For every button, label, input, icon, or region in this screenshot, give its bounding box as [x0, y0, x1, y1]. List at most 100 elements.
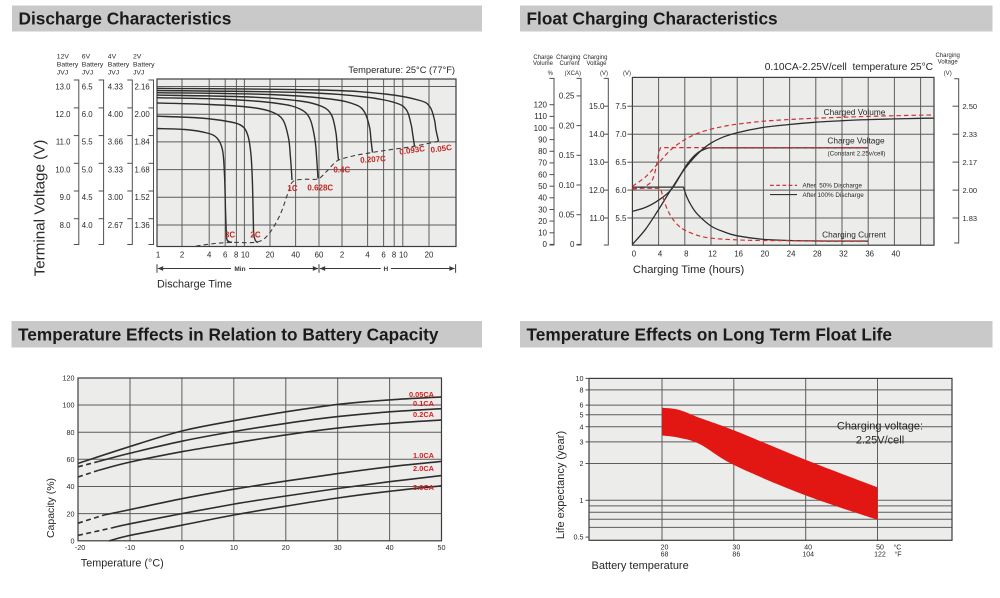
svg-text:0.5: 0.5	[574, 533, 584, 542]
svg-text:Battery: Battery	[133, 62, 155, 69]
svg-text:Charging Current: Charging Current	[822, 229, 886, 239]
svg-text:Life expectancy (year): Life expectancy (year)	[555, 431, 567, 539]
svg-text:0.628C: 0.628C	[307, 183, 333, 192]
svg-text:120: 120	[534, 101, 548, 110]
svg-text:9.0: 9.0	[60, 193, 72, 202]
svg-text:86: 86	[732, 551, 740, 558]
svg-text:50: 50	[438, 543, 446, 552]
svg-text:Volume: Volume	[533, 61, 554, 67]
svg-text:50: 50	[876, 544, 884, 551]
svg-text:2: 2	[340, 250, 344, 259]
svg-text:(V): (V)	[600, 71, 608, 77]
svg-text:90: 90	[538, 135, 547, 144]
svg-text:28: 28	[813, 249, 822, 258]
svg-text:JVJ: JVJ	[57, 69, 68, 76]
svg-text:20: 20	[266, 250, 275, 259]
svg-text:20: 20	[538, 217, 547, 226]
svg-text:1C: 1C	[287, 184, 297, 193]
svg-text:6: 6	[223, 250, 227, 259]
svg-text:2.17: 2.17	[963, 158, 978, 167]
svg-text:0.093C: 0.093C	[399, 144, 426, 157]
svg-text:Charging voltage:: Charging voltage:	[837, 421, 923, 433]
svg-text:Charge Voltage: Charge Voltage	[827, 136, 885, 146]
svg-text:4.0: 4.0	[82, 221, 94, 230]
svg-text:1.84: 1.84	[135, 138, 151, 147]
svg-text:(Constant 2.25v/cell): (Constant 2.25v/cell)	[828, 151, 886, 158]
svg-text:4.00: 4.00	[108, 110, 124, 119]
svg-text:0.15: 0.15	[559, 151, 575, 160]
svg-text:2.25V/cell: 2.25V/cell	[856, 435, 904, 447]
svg-text:Battery: Battery	[82, 62, 104, 69]
svg-text:Current: Current	[559, 61, 579, 67]
svg-text:(XCA): (XCA)	[565, 71, 581, 77]
svg-text:4: 4	[207, 250, 212, 259]
svg-text:10: 10	[576, 374, 584, 383]
svg-text:After 50% Discharge: After 50% Discharge	[803, 183, 863, 190]
svg-text:Voltage: Voltage	[938, 59, 959, 65]
svg-text:14.0: 14.0	[589, 130, 605, 139]
svg-text:6.5: 6.5	[615, 158, 627, 167]
svg-text:0: 0	[570, 240, 575, 249]
svg-text:40: 40	[386, 543, 394, 552]
svg-text:2.0CA: 2.0CA	[413, 464, 435, 473]
svg-text:20: 20	[67, 509, 75, 518]
svg-text:3: 3	[580, 438, 584, 447]
svg-text:1.36: 1.36	[135, 221, 150, 230]
svg-text:80: 80	[67, 428, 75, 437]
svg-text:32: 32	[839, 249, 848, 258]
svg-text:2: 2	[180, 250, 184, 259]
svg-text:8.0: 8.0	[60, 221, 72, 230]
svg-text:12: 12	[708, 249, 717, 258]
svg-text:Charging: Charging	[556, 55, 580, 61]
svg-text:0.20: 0.20	[559, 121, 575, 130]
svg-text:16: 16	[734, 249, 743, 258]
svg-text:6.0: 6.0	[82, 110, 94, 119]
svg-text:8: 8	[234, 250, 238, 259]
svg-text:1: 1	[580, 496, 584, 505]
svg-text:0.05CA: 0.05CA	[409, 390, 435, 399]
svg-text:°C: °C	[894, 543, 902, 551]
svg-text:Temperature Effects on Long Te: Temperature Effects on Long Term Float L…	[527, 324, 892, 344]
svg-text:30: 30	[732, 544, 740, 551]
svg-text:40: 40	[804, 544, 812, 551]
svg-text:4: 4	[365, 250, 370, 259]
svg-text:8: 8	[392, 250, 396, 259]
svg-text:Voltage: Voltage	[586, 61, 607, 67]
svg-text:1.0CA: 1.0CA	[413, 451, 435, 460]
svg-text:%: %	[548, 71, 554, 77]
svg-text:0.05: 0.05	[559, 211, 575, 220]
svg-text:8: 8	[684, 249, 688, 258]
svg-text:13.0: 13.0	[55, 82, 71, 91]
svg-text:Charging Time (hours): Charging Time (hours)	[633, 264, 745, 276]
svg-text:4: 4	[580, 422, 584, 431]
svg-text:110: 110	[534, 112, 547, 121]
svg-text:0.1CA: 0.1CA	[413, 399, 435, 408]
svg-text:0: 0	[632, 249, 637, 258]
svg-text:7.5: 7.5	[615, 102, 627, 111]
svg-text:8: 8	[580, 385, 584, 394]
svg-text:Charged Volume: Charged Volume	[824, 107, 886, 117]
svg-text:4V: 4V	[108, 54, 117, 61]
svg-text:Float Charging Characteristics: Float Charging Characteristics	[527, 9, 778, 29]
svg-text:6: 6	[381, 250, 385, 259]
svg-text:2: 2	[580, 459, 584, 468]
svg-text:1.52: 1.52	[135, 193, 150, 202]
svg-text:2V: 2V	[133, 54, 142, 61]
svg-text:10: 10	[230, 543, 238, 552]
svg-text:3.0CA: 3.0CA	[413, 483, 435, 492]
svg-text:0.2CA: 0.2CA	[413, 410, 435, 419]
svg-text:10: 10	[241, 250, 250, 259]
svg-text:24: 24	[787, 249, 796, 258]
svg-text:3C: 3C	[225, 231, 235, 240]
svg-text:Battery: Battery	[108, 62, 130, 69]
svg-text:6: 6	[580, 401, 584, 410]
svg-text:7.0: 7.0	[615, 130, 627, 139]
svg-text:Discharge Time: Discharge Time	[157, 279, 232, 291]
svg-text:2C: 2C	[250, 231, 260, 240]
svg-text:Temperature (°C): Temperature (°C)	[81, 558, 164, 570]
svg-text:H: H	[383, 266, 388, 273]
svg-text:1: 1	[156, 250, 160, 259]
svg-text:5.5: 5.5	[615, 214, 627, 223]
svg-text:12V: 12V	[57, 54, 70, 61]
svg-text:-10: -10	[125, 543, 135, 552]
